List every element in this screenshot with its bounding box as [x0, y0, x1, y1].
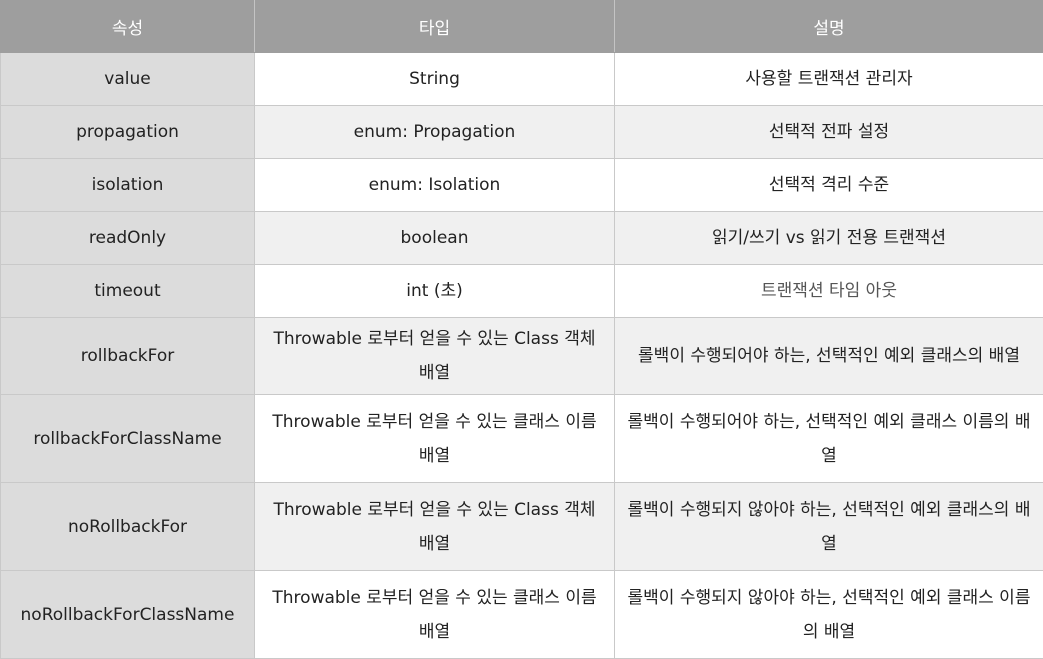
cell-description: 롤백이 수행되어야 하는, 선택적인 예외 클래스 이름의 배열 [615, 395, 1043, 483]
cell-description: 롤백이 수행되지 않아야 하는, 선택적인 예외 클래스의 배열 [615, 483, 1043, 571]
cell-type: enum: Isolation [255, 159, 615, 212]
table-row: readOnly boolean 읽기/쓰기 vs 읽기 전용 트랜잭션 [1, 212, 1043, 265]
cell-description: 선택적 격리 수준 [615, 159, 1043, 212]
cell-description: 사용할 트랜잭션 관리자 [615, 53, 1043, 106]
cell-type: boolean [255, 212, 615, 265]
cell-attribute: propagation [1, 106, 255, 159]
cell-attribute: rollbackFor [1, 318, 255, 395]
cell-type: Throwable 로부터 얻을 수 있는 Class 객체 배열 [255, 318, 615, 395]
cell-type: int (초) [255, 265, 615, 318]
cell-attribute: isolation [1, 159, 255, 212]
cell-attribute: value [1, 53, 255, 106]
cell-attribute: readOnly [1, 212, 255, 265]
cell-attribute: noRollbackFor [1, 483, 255, 571]
header-attribute: 속성 [1, 1, 255, 53]
table-row: isolation enum: Isolation 선택적 격리 수준 [1, 159, 1043, 212]
cell-attribute: rollbackForClassName [1, 395, 255, 483]
cell-description: 롤백이 수행되어야 하는, 선택적인 예외 클래스의 배열 [615, 318, 1043, 395]
table-row: timeout int (초) 트랜잭션 타임 아웃 [1, 265, 1043, 318]
cell-description: 트랜잭션 타임 아웃 [615, 265, 1043, 318]
cell-attribute: noRollbackForClassName [1, 571, 255, 659]
cell-type: Throwable 로부터 얻을 수 있는 클래스 이름 배열 [255, 571, 615, 659]
cell-type: String [255, 53, 615, 106]
cell-type: Throwable 로부터 얻을 수 있는 Class 객체 배열 [255, 483, 615, 571]
cell-description: 선택적 전파 설정 [615, 106, 1043, 159]
header-description: 설명 [615, 1, 1043, 53]
header-type: 타입 [255, 1, 615, 53]
cell-attribute: timeout [1, 265, 255, 318]
table-row: value String 사용할 트랜잭션 관리자 [1, 53, 1043, 106]
cell-type: Throwable 로부터 얻을 수 있는 클래스 이름 배열 [255, 395, 615, 483]
table-header-row: 속성 타입 설명 [1, 1, 1043, 53]
cell-type: enum: Propagation [255, 106, 615, 159]
table-row: propagation enum: Propagation 선택적 전파 설정 [1, 106, 1043, 159]
table-row: noRollbackForClassName Throwable 로부터 얻을 … [1, 571, 1043, 659]
cell-description: 롤백이 수행되지 않아야 하는, 선택적인 예외 클래스 이름의 배열 [615, 571, 1043, 659]
table-row: noRollbackFor Throwable 로부터 얻을 수 있는 Clas… [1, 483, 1043, 571]
cell-description: 읽기/쓰기 vs 읽기 전용 트랜잭션 [615, 212, 1043, 265]
table-row: rollbackFor Throwable 로부터 얻을 수 있는 Class … [1, 318, 1043, 395]
table-row: rollbackForClassName Throwable 로부터 얻을 수 … [1, 395, 1043, 483]
